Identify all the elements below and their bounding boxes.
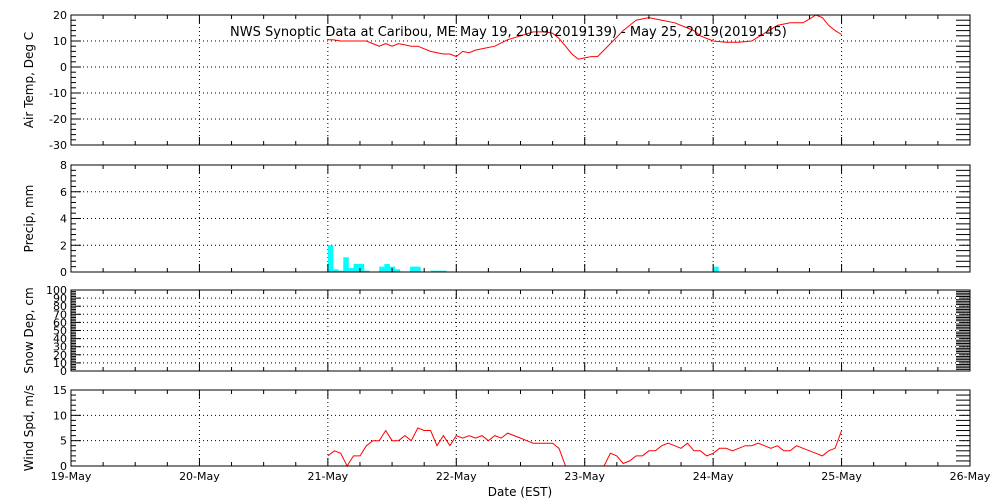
snow-depth-ytick-label: 50 [53,325,67,338]
precip-bar [327,245,334,272]
x-axis-label: Date (EST) [488,485,552,499]
wind-speed-series-line [327,427,566,468]
air-temp-ytick-label: -10 [49,87,67,100]
precip-bar [410,266,416,272]
air-temp-ytick-label: 10 [53,35,67,48]
x-tick-label: 22-May [436,470,477,483]
wind-speed-ytick-label: 10 [53,409,67,422]
precip-ytick-label: 2 [60,239,67,252]
grid-layer [71,15,970,466]
precip-bar [430,270,437,272]
wind-speed-series-line [603,430,843,467]
air-temp-ytick-label: -20 [49,113,67,126]
precip-bar [343,257,349,272]
snow-depth-ytick-label: 30 [53,341,67,354]
air-temp-ytick-label: -30 [49,139,67,152]
snow-depth-ytick-label: 60 [53,316,67,329]
snow-depth-ytick-label: 10 [53,357,67,370]
precip-bar [358,263,365,272]
snow-depth-ytick-label: 80 [53,300,67,313]
precip-ytick-label: 0 [60,266,67,279]
precip-bar [384,263,390,272]
precip-ytick-label: 4 [60,213,67,226]
precip-bar [379,266,385,272]
snow-depth-y-axis-label: Snow Dep, cm [22,287,36,373]
x-tick-label: 24-May [693,470,734,483]
precip-bar [440,270,447,272]
chart-title: NWS Synoptic Data at Caribou, ME May 19,… [230,25,787,40]
air-temp-ytick-label: 20 [53,9,67,22]
snow-depth-ytick-label: 20 [53,349,67,362]
wind-speed-ytick-label: 15 [53,384,67,397]
x-tick-label: 26-May [950,470,991,483]
x-tick-label: 21-May [307,470,348,483]
x-tick-label: 19-May [51,470,92,483]
air-temp-ytick-label: 0 [60,61,67,74]
x-tick-label: 25-May [821,470,862,483]
air-temp-series-line [327,14,842,60]
precip-bar [338,270,344,272]
precip-bar [435,270,442,272]
precip-y-axis-label: Precip, mm [22,185,36,253]
precip-bar [415,266,421,272]
precip-bar [332,269,339,272]
snow-depth-ytick-label: 100 [46,284,67,297]
precip-bar [348,267,354,272]
wind-speed-ytick-label: 0 [60,460,67,473]
precip-bar [363,270,370,272]
snow-depth-ytick-label: 0 [60,365,67,378]
precip-bar [713,266,719,272]
x-tick-label: 20-May [179,470,220,483]
wind-speed-axes-frame [70,389,971,467]
wind-speed-y-axis-label: Wind Spd, m/s [22,385,36,471]
precip-bar [394,269,401,272]
x-tick-label: 23-May [564,470,605,483]
precip-ytick-label: 6 [60,186,67,199]
snow-depth-ytick-label: 70 [53,308,67,321]
snow-depth-ytick-label: 40 [53,333,67,346]
precip-ytick-label: 8 [60,159,67,172]
air-temp-y-axis-label: Air Temp, Deg C [22,32,36,128]
precip-bar [353,263,360,272]
wind-speed-ytick-label: 5 [60,435,67,448]
snow-depth-ytick-label: 90 [53,292,67,305]
